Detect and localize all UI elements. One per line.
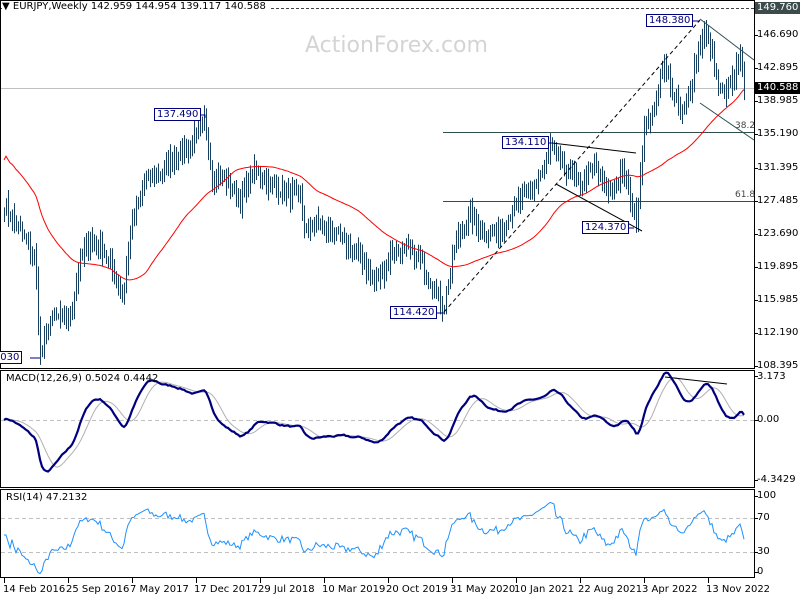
price-label-high: 137.490 [154,108,202,121]
price-label-low: 124.370 [582,221,630,234]
header-high: 144.954 [135,1,177,12]
price-axis-label: 119.895 [757,261,799,272]
moving-average-line [3,89,745,281]
watermark: ActionForex.com [305,33,488,58]
macd-signal-line [3,377,745,468]
price-axis-label: 115.985 [757,294,799,305]
wedge-lower-trendline [699,102,755,141]
macd-axis-label: -4.3429 [757,474,796,485]
price-axis-label: 142.895 [757,62,799,73]
macd-label: MACD(12,26,9) [6,373,82,384]
price-label-high: 134.110 [502,136,550,149]
time-axis-label: 13 Nov 2022 [706,584,771,595]
time-axis-label: 10 Mar 2019 [322,584,386,595]
macd-panel-frame [0,370,755,488]
time-axis-label: 31 May 2020 [450,584,516,595]
time-axis-label: 22 Aug 2021 [578,584,643,595]
rsi-axis-label: 100 [757,490,777,501]
macd-divergence-trendline [664,376,728,385]
main-panel-frame [0,0,755,369]
price-axis-label: 131.395 [757,162,799,173]
macd-axis-label: 3.173 [757,371,786,382]
macd-legend: MACD(12,26,9) 0.5024 0.4442 [6,373,158,384]
price-axis-max-label: 149.760 [755,2,800,14]
fib-38-label: 38.2 [735,121,756,131]
time-axis-label: 25 Sep 2016 [66,584,130,595]
header-open: 142.959 [90,1,133,12]
price-bars [4,20,745,365]
rsi-value: 47.2132 [45,492,88,503]
price-label-low: 114.420 [390,306,438,319]
rsi-axis-label: 30 [757,546,770,557]
time-axis-label: 29 Jul 2018 [258,584,315,595]
macd-main-line [3,371,745,473]
price-label-high: 148.380 [646,14,694,27]
price-axis-label: 108.395 [757,360,799,371]
price-axis-label: 138.985 [757,95,799,106]
price-label-low: 109.030 [0,351,23,364]
price-axis-label: 127.485 [757,195,799,206]
wedge-upper-trendline [699,18,755,61]
rsi-axis-label: 70 [757,512,770,523]
current-price-label: 140.588 [755,82,800,94]
fib-61-label: 61.8 [735,190,756,200]
rsi-label: RSI(14) [6,492,43,503]
header-low: 139.117 [179,1,222,12]
channel-trendline [443,19,701,313]
macd-axis-label: 0.00 [757,414,780,425]
time-axis-label: 3 Apr 2022 [642,584,698,595]
rsi-legend: RSI(14) 47.2132 [6,492,87,503]
price-axis-ticks [754,8,758,573]
rsi-panel-frame [0,489,755,578]
price-axis-label: 146.690 [757,29,799,40]
time-axis-label: 20 Oct 2019 [386,584,448,595]
macd-signal-value: 0.4442 [123,373,159,384]
price-axis-label: 135.190 [757,128,799,139]
header-close: 140.588 [224,1,266,12]
time-axis-label: 17 Dec 2017 [194,584,258,595]
rsi-axis-label: 0 [757,566,764,577]
time-axis-label: 10 Jan 2021 [514,584,574,595]
time-axis-label: 7 May 2017 [130,584,189,595]
macd-main-value: 0.5024 [85,373,121,384]
price-axis-label: 112.190 [757,327,799,338]
chart-header: ▼ EURJPY,Weekly 142.959 144.954 139.117 … [2,1,269,12]
collapse-arrow-icon[interactable]: ▼ [2,1,10,12]
rsi-line [4,501,745,575]
time-axis-label: 14 Feb 2016 [3,584,66,595]
symbol-timeframe: EURJPY,Weekly [12,1,88,12]
price-axis-label: 123.690 [757,228,799,239]
triangle-upper-trendline [551,142,637,154]
time-axis-ticks [4,578,709,583]
